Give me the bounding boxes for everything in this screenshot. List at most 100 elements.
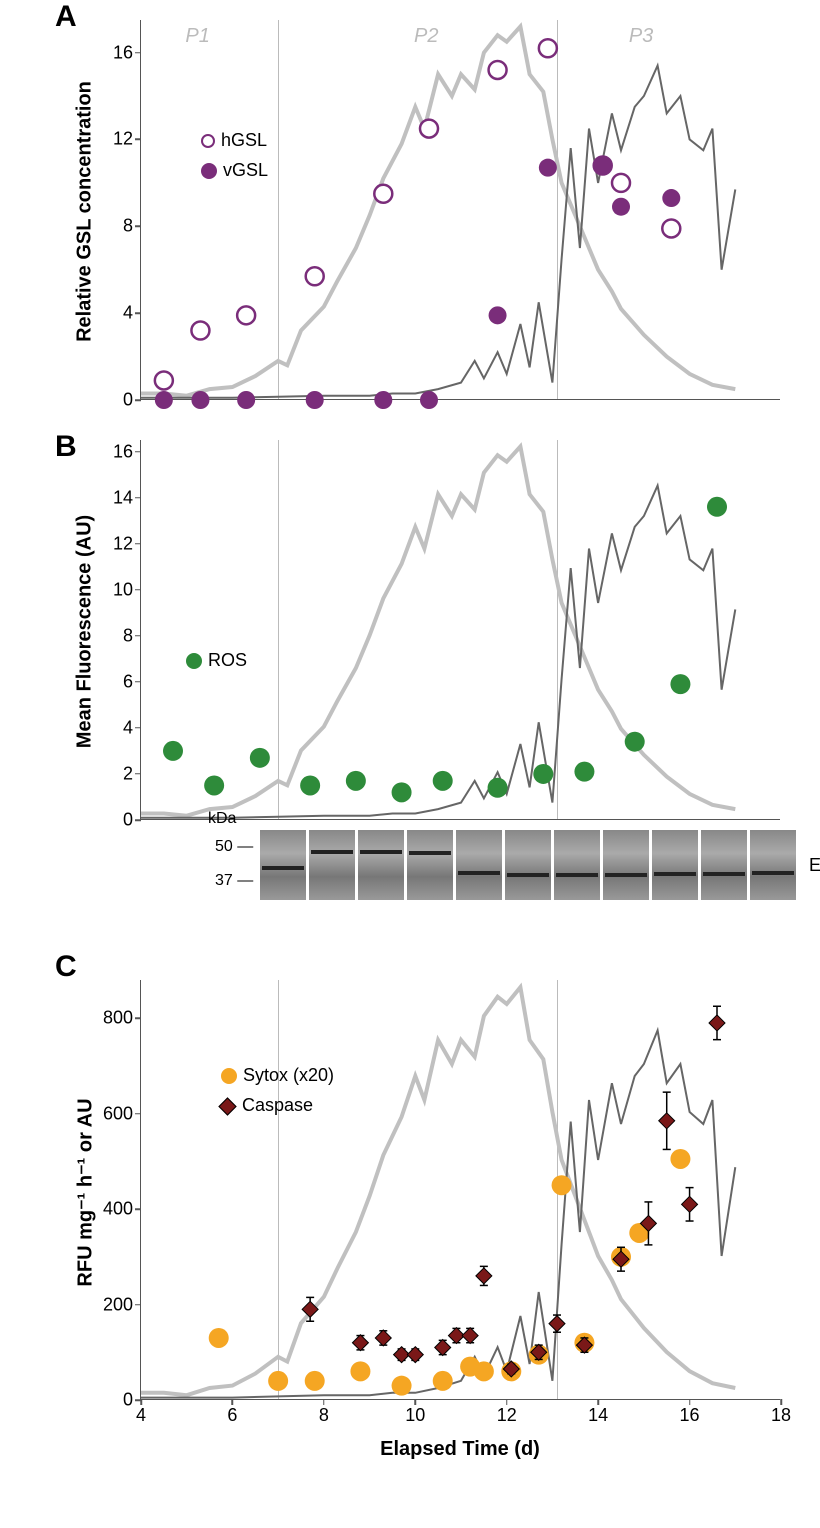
blot-band (458, 871, 500, 875)
legend-item: hGSL (201, 130, 267, 151)
blot-band (556, 873, 598, 877)
data-marker-ROS (625, 732, 645, 752)
x-tick-label: 16 (680, 1405, 700, 1426)
data-marker-ROS (670, 674, 690, 694)
data-marker-ROS (574, 762, 594, 782)
blot-lane (505, 830, 551, 900)
panel-c-label: C (55, 950, 77, 984)
background-curve (141, 66, 735, 398)
data-marker-hGSL (374, 185, 392, 203)
blot-band (507, 873, 549, 877)
panel-a-plot: P1P2P30481216hGSLvGSL (140, 20, 780, 400)
data-marker-ROS (250, 748, 270, 768)
legend-marker (201, 163, 217, 179)
data-marker-Caspase (709, 1015, 725, 1031)
plot-svg (141, 440, 781, 820)
x-axis-label: Elapsed Time (d) (140, 1438, 780, 1461)
data-marker-hGSL (662, 219, 680, 237)
blot-kda-label: kDa (208, 810, 236, 828)
data-marker-ROS (392, 782, 412, 802)
data-marker-ROS (707, 497, 727, 517)
panel-b-plot: 0246810121416ROS (140, 440, 780, 820)
data-marker-Sytox (209, 1328, 229, 1348)
legend-item: vGSL (201, 160, 268, 181)
blot-lane (554, 830, 600, 900)
blot-lane (750, 830, 796, 900)
data-marker-hGSL (237, 306, 255, 324)
data-marker-ROS (204, 775, 224, 795)
data-marker-Caspase (462, 1328, 478, 1344)
data-marker-Caspase (407, 1347, 423, 1363)
blot-strip (260, 830, 796, 900)
blot-band (262, 866, 304, 870)
blot-mw-label: 37 — (215, 872, 253, 890)
y-tick-label: 0 (123, 1390, 133, 1411)
blot-band (311, 850, 353, 854)
blot-band (654, 872, 696, 876)
blot-lane (407, 830, 453, 900)
panel-a-ylabel: Relative GSL concentration (74, 62, 97, 362)
data-marker-ROS (300, 775, 320, 795)
data-marker-vGSL (612, 198, 630, 216)
legend-marker (218, 1097, 236, 1115)
y-tick-label: 800 (103, 1008, 133, 1029)
legend-item: Sytox (x20) (221, 1065, 334, 1086)
data-marker-hGSL (539, 39, 557, 57)
blot-band (409, 851, 451, 855)
data-marker-ROS (433, 771, 453, 791)
x-tick-label: 10 (405, 1405, 425, 1426)
panel-c-plot: 02004006008004681012141618Sytox (x20)Cas… (140, 980, 780, 1400)
x-tick-label: 8 (319, 1405, 329, 1426)
data-marker-vGSL (155, 391, 173, 409)
blot-band (360, 850, 402, 854)
y-tick-label: 200 (103, 1294, 133, 1315)
y-tick-label: 8 (123, 625, 133, 646)
data-marker-Caspase (476, 1268, 492, 1284)
y-tick-label: 0 (123, 810, 133, 831)
data-marker-Caspase (682, 1196, 698, 1212)
data-marker-vGSL (420, 391, 438, 409)
x-tick-label: 4 (136, 1405, 146, 1426)
data-marker-Caspase (549, 1316, 565, 1332)
x-tick-label: 18 (771, 1405, 791, 1426)
blot-protein-label: EhMC (809, 855, 820, 876)
y-tick-label: 8 (123, 216, 133, 237)
background-curve (141, 987, 735, 1395)
background-curve (141, 447, 735, 816)
data-marker-ROS (488, 778, 508, 798)
blot-lane (456, 830, 502, 900)
x-tick-label: 12 (497, 1405, 517, 1426)
blot-lane (358, 830, 404, 900)
data-marker-Sytox (474, 1361, 494, 1381)
blot-lane (603, 830, 649, 900)
data-marker-hGSL (612, 174, 630, 192)
y-tick-label: 12 (113, 129, 133, 150)
data-marker-Sytox (268, 1371, 288, 1391)
blot-mw-label: 50 — (215, 838, 253, 856)
data-marker-vGSL (489, 306, 507, 324)
data-marker-hGSL (306, 267, 324, 285)
legend-label: Caspase (242, 1095, 313, 1115)
data-marker-Caspase (435, 1340, 451, 1356)
plot-svg (141, 980, 781, 1400)
blot-band (703, 872, 745, 876)
data-marker-vGSL (374, 391, 392, 409)
y-tick-label: 600 (103, 1103, 133, 1124)
legend-item: Caspase (221, 1095, 313, 1116)
y-tick-label: 16 (113, 441, 133, 462)
data-marker-Caspase (375, 1330, 391, 1346)
legend-marker (186, 653, 202, 669)
data-marker-vGSL (191, 391, 209, 409)
data-marker-Sytox (392, 1376, 412, 1396)
legend-label: vGSL (223, 160, 268, 180)
data-marker-Caspase (352, 1335, 368, 1351)
y-tick-label: 14 (113, 487, 133, 508)
legend-label: ROS (208, 650, 247, 670)
panel-b-ylabel: Mean Fluorescence (AU) (74, 492, 97, 772)
legend-item: ROS (186, 650, 247, 671)
y-tick-label: 400 (103, 1199, 133, 1220)
blot-lane (260, 830, 306, 900)
data-marker-vGSL (662, 189, 680, 207)
y-tick-label: 4 (123, 717, 133, 738)
blot-lane (309, 830, 355, 900)
